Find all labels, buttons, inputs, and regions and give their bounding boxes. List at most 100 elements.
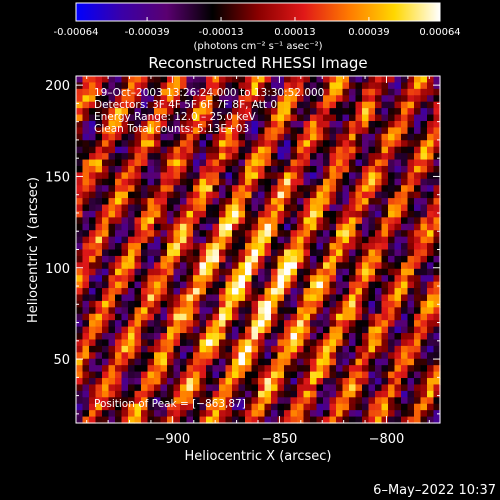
heatmap-cell xyxy=(89,198,97,206)
heatmap-cell xyxy=(89,371,97,379)
heatmap-cell xyxy=(219,410,227,418)
info-block: 19–Oct–2003 13:26:24.000 to 13:30:52.000… xyxy=(94,87,324,135)
heatmap-cell xyxy=(147,210,155,218)
heatmap-cell xyxy=(368,365,376,373)
heatmap-cell xyxy=(141,384,149,392)
heatmap-cell xyxy=(310,95,318,103)
heatmap-cell xyxy=(180,339,188,347)
heatmap-cell xyxy=(186,88,194,96)
heatmap-cell xyxy=(89,339,97,347)
heatmap-cell xyxy=(102,127,110,135)
heatmap-cell xyxy=(368,378,376,386)
heatmap-cell xyxy=(297,339,305,347)
heatmap-cell xyxy=(238,255,246,263)
heatmap-cell xyxy=(147,288,155,296)
heatmap-cell xyxy=(264,371,272,379)
heatmap-cell xyxy=(323,403,331,411)
heatmap-cell xyxy=(115,352,123,360)
heatmap-cell xyxy=(420,108,428,116)
heatmap-cell xyxy=(206,165,214,173)
heatmap-cell xyxy=(147,255,155,263)
heatmap-cell xyxy=(173,76,181,84)
heatmap-cell xyxy=(401,352,409,360)
heatmap-cell xyxy=(381,114,389,122)
heatmap-cell xyxy=(401,288,409,296)
heatmap-cell xyxy=(290,114,298,122)
heatmap-cell xyxy=(271,146,279,154)
heatmap-cell xyxy=(407,146,415,154)
heatmap-cell xyxy=(82,88,90,96)
heatmap-cell xyxy=(264,275,272,283)
heatmap-cell xyxy=(76,365,84,373)
heatmap-cell xyxy=(264,159,272,167)
heatmap-cell xyxy=(375,172,383,180)
heatmap-cell xyxy=(271,101,279,109)
heatmap-cell xyxy=(232,268,240,276)
heatmap-cell xyxy=(206,294,214,302)
heatmap-cell xyxy=(147,236,155,244)
heatmap-cell xyxy=(303,243,311,251)
heatmap-cell xyxy=(401,255,409,263)
heatmap-cell xyxy=(82,95,90,103)
heatmap-cell xyxy=(251,217,259,225)
heatmap-cell xyxy=(329,249,337,257)
heatmap-cell xyxy=(271,198,279,206)
heatmap-cell xyxy=(219,384,227,392)
heatmap-cell xyxy=(147,390,155,398)
heatmap-cell xyxy=(401,365,409,373)
heatmap-cell xyxy=(323,275,331,283)
heatmap-cell xyxy=(368,172,376,180)
heatmap-cell xyxy=(407,243,415,251)
heatmap-cell xyxy=(336,146,344,154)
heatmap-cell xyxy=(212,223,220,231)
heatmap-cell xyxy=(375,243,383,251)
heatmap-cell xyxy=(212,378,220,386)
heatmap-cell xyxy=(134,108,142,116)
heatmap-cell xyxy=(121,204,129,212)
heatmap-cell xyxy=(329,210,337,218)
heatmap-cell xyxy=(238,403,246,411)
heatmap-cell xyxy=(212,358,220,366)
heatmap-cell xyxy=(76,76,84,84)
heatmap-cell xyxy=(212,281,220,289)
heatmap-cell xyxy=(258,268,266,276)
heatmap-cell xyxy=(199,230,207,238)
heatmap-cell xyxy=(238,191,246,199)
heatmap-cell xyxy=(193,249,201,257)
heatmap-cell xyxy=(407,249,415,257)
heatmap-cell xyxy=(323,165,331,173)
heatmap-cell xyxy=(206,255,214,263)
heatmap-cell xyxy=(134,288,142,296)
heatmap-cell xyxy=(154,320,162,328)
heatmap-cell xyxy=(173,198,181,206)
heatmap-cell xyxy=(420,352,428,360)
heatmap-cell xyxy=(232,133,240,141)
heatmap-cell xyxy=(76,178,84,186)
heatmap-cell xyxy=(336,230,344,238)
heatmap-cell xyxy=(355,410,363,418)
heatmap-cell xyxy=(102,153,110,161)
heatmap-cell xyxy=(323,288,331,296)
heatmap-cell xyxy=(108,153,116,161)
heatmap-cell xyxy=(420,101,428,109)
heatmap-cell xyxy=(245,326,253,334)
heatmap-cell xyxy=(167,223,175,231)
heatmap-cell xyxy=(76,275,84,283)
heatmap-cell xyxy=(89,333,97,341)
heatmap-cell xyxy=(271,153,279,161)
heatmap-cell xyxy=(121,352,129,360)
heatmap-cell xyxy=(160,313,168,321)
heatmap-cell xyxy=(329,371,337,379)
heatmap-cell xyxy=(349,384,357,392)
heatmap-cell xyxy=(342,345,350,353)
heatmap-cell xyxy=(284,159,292,167)
heatmap-cell xyxy=(433,82,441,90)
heatmap-cell xyxy=(76,288,84,296)
heatmap-cell xyxy=(277,223,285,231)
x-tick-label: −800 xyxy=(369,432,405,447)
heatmap-cell xyxy=(219,230,227,238)
heatmap-cell xyxy=(316,191,324,199)
heatmap-cell xyxy=(355,146,363,154)
heatmap-cell xyxy=(362,230,370,238)
heatmap-cell xyxy=(199,236,207,244)
